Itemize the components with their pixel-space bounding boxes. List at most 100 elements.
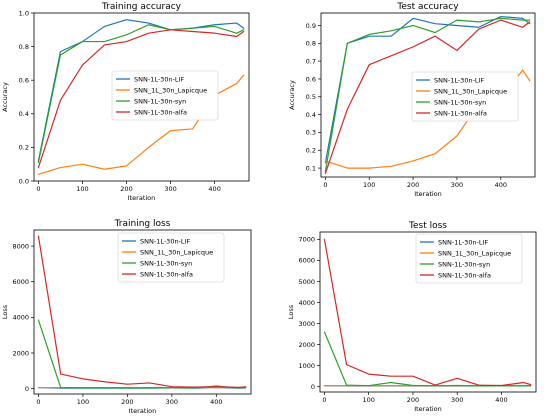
y-tick-label: 6000	[298, 257, 315, 265]
x-tick-label: 0	[322, 396, 326, 404]
chart-title: Training loss	[114, 219, 171, 229]
y-tick-label: 8000	[12, 242, 29, 250]
legend-label: SNN-1L-30n-LIF	[434, 76, 484, 84]
y-axis-label: Loss	[1, 304, 9, 319]
series-line-4	[323, 238, 532, 387]
y-axis-label: Loss	[287, 304, 295, 319]
legend-label: SNN_1L_30n_Lapicque	[140, 248, 213, 256]
y-tick-label: 0.6	[19, 77, 29, 85]
plot-frame	[33, 229, 252, 395]
x-axis-label: Iteration	[129, 407, 157, 415]
y-tick-label: 5000	[298, 278, 315, 286]
y-tick-label: 0.8	[306, 40, 316, 48]
legend-label: SNN-1L-30n-syn	[434, 98, 486, 106]
series-line-3	[323, 331, 532, 387]
x-tick-label: 300	[451, 181, 463, 189]
legend: SNN-1L-30n-LIF SNN_1L_30n_Lapicque SNN-1L-…	[117, 232, 225, 283]
chart-title: Test accuracy	[396, 2, 459, 12]
series-line-3	[37, 319, 247, 389]
x-tick-label: 100	[363, 181, 375, 189]
series-line-4	[324, 19, 531, 175]
legend-label: SNN-1L-30n-syn	[438, 260, 490, 268]
y-tick-label: 0	[311, 383, 315, 391]
legend-box	[411, 71, 519, 122]
legend-label: SNN-1L-30n-syn	[140, 259, 192, 267]
y-tick-label: 0.5	[306, 93, 316, 101]
x-tick-label: 400	[495, 181, 507, 189]
subplot-1: Training accuracy 0 100 200 300 400 0.0 0.2 0.4 0…	[1, 2, 250, 202]
plot-frame	[319, 231, 537, 393]
y-tick-label: 0.1	[306, 164, 316, 172]
legend-label: SNN-1L-30n-alfa	[434, 109, 487, 117]
x-tick-label: 100	[362, 396, 374, 404]
subplot-2: Test accuracy 0 100 200 300 400 0.1 0.2 0.3 0.4 0.…	[288, 2, 536, 198]
x-tick-label: 200	[121, 398, 133, 406]
series-line-4	[37, 29, 245, 169]
y-tick-label: 7000	[298, 236, 315, 244]
x-tick-label: 0	[36, 185, 40, 193]
y-tick-label: 1000	[298, 362, 315, 370]
chart-title: Training accuracy	[101, 2, 182, 12]
y-tick-label: 4000	[12, 314, 29, 322]
y-tick-label: 0.8	[19, 43, 29, 51]
y-tick-label: 0.4	[19, 110, 29, 118]
legend: SNN-1L-30n-LIF SNN_1L_30n_Lapicque SNN-1L-…	[111, 70, 219, 121]
legend-label: SNN_1L_30n_Lapicque	[134, 86, 207, 94]
y-tick-label: 0.3	[306, 129, 316, 137]
y-tick-label: 0.7	[306, 57, 316, 65]
legend-label: SNN-1L-30n-LIF	[438, 238, 488, 246]
x-tick-label: 100	[76, 185, 88, 193]
x-tick-label: 200	[407, 181, 419, 189]
x-tick-label: 200	[120, 185, 132, 193]
legend-label: SNN-1L-30n-alfa	[140, 270, 193, 278]
y-tick-label: 0.6	[306, 75, 316, 83]
legend-label: SNN-1L-30n-alfa	[438, 271, 491, 279]
legend-label: SNN-1L-30n-alfa	[134, 108, 187, 116]
y-tick-label: 6000	[12, 278, 29, 286]
x-axis-label: Iteration	[414, 190, 442, 198]
y-tick-label: 0.4	[306, 111, 316, 119]
series-line-4	[37, 235, 247, 388]
x-tick-label: 400	[495, 396, 507, 404]
series-line-3	[324, 17, 531, 173]
y-tick-label: 2000	[12, 349, 29, 357]
y-tick-label: 4000	[298, 299, 315, 307]
legend-label: SNN_1L_30n_Lapicque	[438, 249, 511, 257]
series-line-3	[37, 24, 245, 164]
legend: SNN-1L-30n-LIF SNN_1L_30n_Lapicque SNN-1L-…	[411, 71, 519, 122]
x-tick-label: 300	[166, 398, 178, 406]
series-line-1	[37, 19, 245, 162]
y-axis-label: Accuracy	[288, 80, 296, 110]
x-tick-label: 400	[210, 398, 222, 406]
y-axis-label: Accuracy	[1, 82, 9, 112]
x-tick-label: 100	[77, 398, 89, 406]
series-line-2	[37, 74, 245, 175]
x-tick-label: 0	[36, 398, 40, 406]
x-tick-label: 300	[451, 396, 463, 404]
plot-frame	[320, 12, 536, 178]
legend-box	[415, 233, 523, 284]
x-axis-label: Iteration	[414, 405, 442, 413]
legend-label: SNN_1L_30n_Lapicque	[434, 87, 507, 95]
series-line-1	[324, 15, 531, 164]
x-tick-label: 400	[208, 185, 220, 193]
legend-box	[117, 232, 225, 283]
y-tick-label: 0	[25, 385, 29, 393]
y-tick-label: 2000	[298, 341, 315, 349]
chart-title: Test loss	[408, 221, 447, 231]
y-tick-label: 0.9	[306, 22, 316, 30]
legend-label: SNN-1L-30n-LIF	[140, 237, 190, 245]
y-tick-label: 0.2	[306, 147, 316, 155]
legend-box	[111, 70, 219, 121]
x-tick-label: 200	[407, 396, 419, 404]
legend: SNN-1L-30n-LIF SNN_1L_30n_Lapicque SNN-1L-…	[415, 233, 523, 284]
y-tick-label: 0.2	[19, 144, 29, 152]
x-axis-label: Iteration	[128, 194, 156, 202]
x-tick-label: 300	[164, 185, 176, 193]
plot-frame	[33, 12, 250, 182]
y-tick-label: 1.0	[19, 9, 29, 17]
legend-label: SNN-1L-30n-LIF	[134, 75, 184, 83]
